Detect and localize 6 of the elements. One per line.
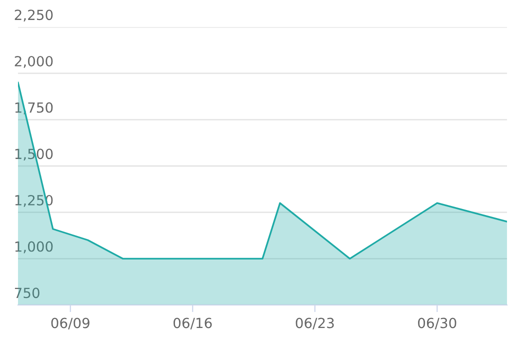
x-tick-label: 06/16 [174,318,212,330]
x-tick-label: 06/30 [418,318,456,330]
y-tick-label: 2,000 [14,56,53,68]
x-tick-label: 06/23 [296,318,334,330]
x-tick-label: 06/09 [51,318,90,330]
y-tick-label: 2,250 [14,10,53,22]
